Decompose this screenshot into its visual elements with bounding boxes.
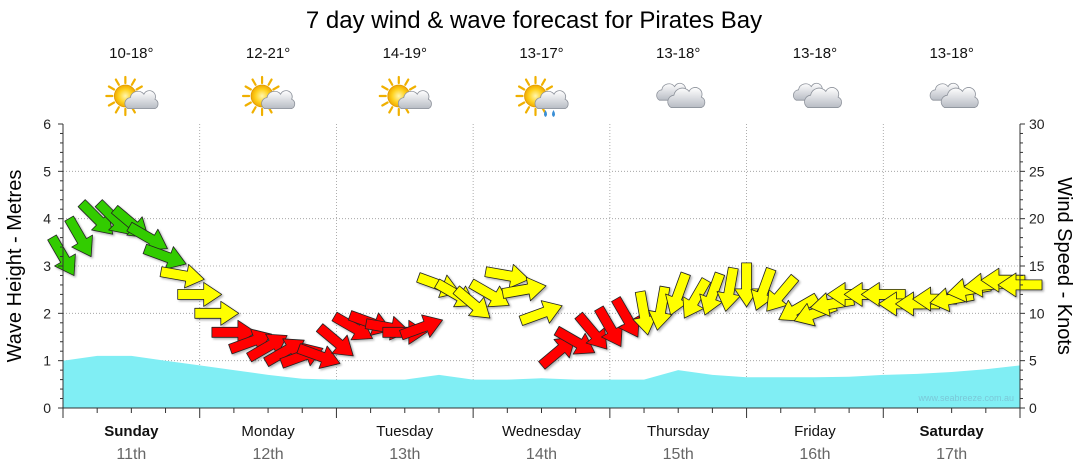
left-axis-title: Wave Height - Metres: [4, 170, 26, 363]
temperature-label: 13-18°: [793, 45, 837, 62]
temperature-label: 12-21°: [246, 45, 290, 62]
left-tick-label: 5: [43, 163, 51, 179]
cloud-icon: [656, 82, 706, 108]
left-tick-label: 1: [43, 353, 51, 369]
right-tick-label: 0: [1029, 400, 1037, 416]
wind-arrow: [177, 281, 223, 307]
wave-height-series: [63, 355, 1020, 408]
right-tick-label: 25: [1029, 163, 1045, 179]
day-date-label: 13th: [389, 446, 420, 463]
right-tick-label: 10: [1029, 305, 1045, 321]
wind-arrow: [594, 305, 623, 347]
day-name-label: Sunday: [104, 423, 159, 440]
cloud-icon: [929, 82, 979, 108]
left-tick-label: 0: [43, 400, 51, 416]
wind-arrow: [611, 296, 640, 338]
right-tick-label: 20: [1029, 211, 1045, 227]
temperature-label: 13-18°: [929, 45, 973, 62]
wind-arrow: [77, 199, 114, 235]
right-tick-label: 5: [1029, 353, 1037, 369]
weather-forecast-row: 10-18° 12-21° 14-19° 13-17° 13-18° 13-18° 13-1…: [105, 45, 979, 117]
wind-arrow: [501, 276, 547, 302]
wind-arrow: [574, 311, 608, 350]
wind-speed-series: [47, 199, 1043, 370]
wind-arrow: [518, 300, 563, 326]
day-date-label: 12th: [253, 446, 284, 463]
wind-arrow: [246, 333, 288, 363]
wind-arrow: [766, 273, 800, 312]
right-axis-ticks: 0 5 10 15 20 25 30: [1020, 116, 1045, 416]
day-labels: Sunday 11th Monday 12th Tuesday 13th Wednesday…: [104, 423, 984, 463]
sun-cloud-icon: [378, 75, 432, 117]
day-name-label: Thursday: [647, 423, 710, 440]
wind-arrow: [47, 234, 76, 276]
day-name-label: Tuesday: [376, 423, 433, 440]
wind-arrow: [315, 323, 354, 357]
temperature-label: 13-18°: [656, 45, 700, 62]
day-name-label: Wednesday: [502, 423, 581, 440]
wind-arrow: [484, 263, 530, 289]
wind-arrow: [553, 325, 596, 355]
wind-arrow: [159, 263, 205, 289]
wind-arrow: [468, 278, 510, 308]
right-tick-label: 15: [1029, 258, 1045, 274]
day-name-label: Friday: [794, 423, 836, 440]
wind-arrow: [64, 215, 93, 258]
wind-arrow: [860, 281, 906, 307]
wind-arrow: [699, 271, 726, 316]
sun-cloud-rain-icon: [515, 75, 569, 117]
day-date-label: 15th: [663, 446, 694, 463]
day-date-label: 16th: [799, 446, 830, 463]
day-date-label: 11th: [116, 446, 146, 463]
watermark: www.seabreeze.com.au: [917, 393, 1014, 403]
wave-height-area: [63, 355, 1020, 408]
left-axis-ticks: 0 1 2 3 4 5 6: [43, 116, 63, 416]
wind-arrow: [452, 285, 491, 319]
wind-arrow: [682, 277, 712, 319]
left-tick-label: 6: [43, 116, 51, 132]
temperature-label: 13-17°: [519, 45, 563, 62]
right-axis-title: Wind Speed - Knots: [1053, 177, 1075, 355]
cloud-icon: [793, 82, 842, 108]
left-tick-label: 2: [43, 305, 51, 321]
wind-arrow: [716, 266, 742, 312]
day-name-label: Monday: [241, 423, 295, 440]
day-date-label: 14th: [526, 446, 557, 463]
day-date-label: 17th: [936, 446, 967, 463]
wind-arrow: [194, 300, 240, 326]
left-tick-label: 4: [43, 211, 51, 227]
left-tick-label: 3: [43, 258, 51, 274]
wind-arrow: [296, 343, 341, 369]
day-name-label: Saturday: [920, 423, 985, 440]
wind-arrow: [142, 243, 187, 270]
chart-title: 7 day wind & wave forecast for Pirates B…: [306, 7, 762, 34]
wind-arrow: [538, 336, 576, 370]
temperature-label: 14-19°: [383, 45, 427, 62]
wind-arrow: [399, 314, 443, 341]
right-tick-label: 30: [1029, 116, 1045, 132]
sun-cloud-icon: [105, 75, 159, 117]
sun-cloud-icon: [241, 75, 296, 117]
temperature-label: 10-18°: [109, 45, 153, 62]
